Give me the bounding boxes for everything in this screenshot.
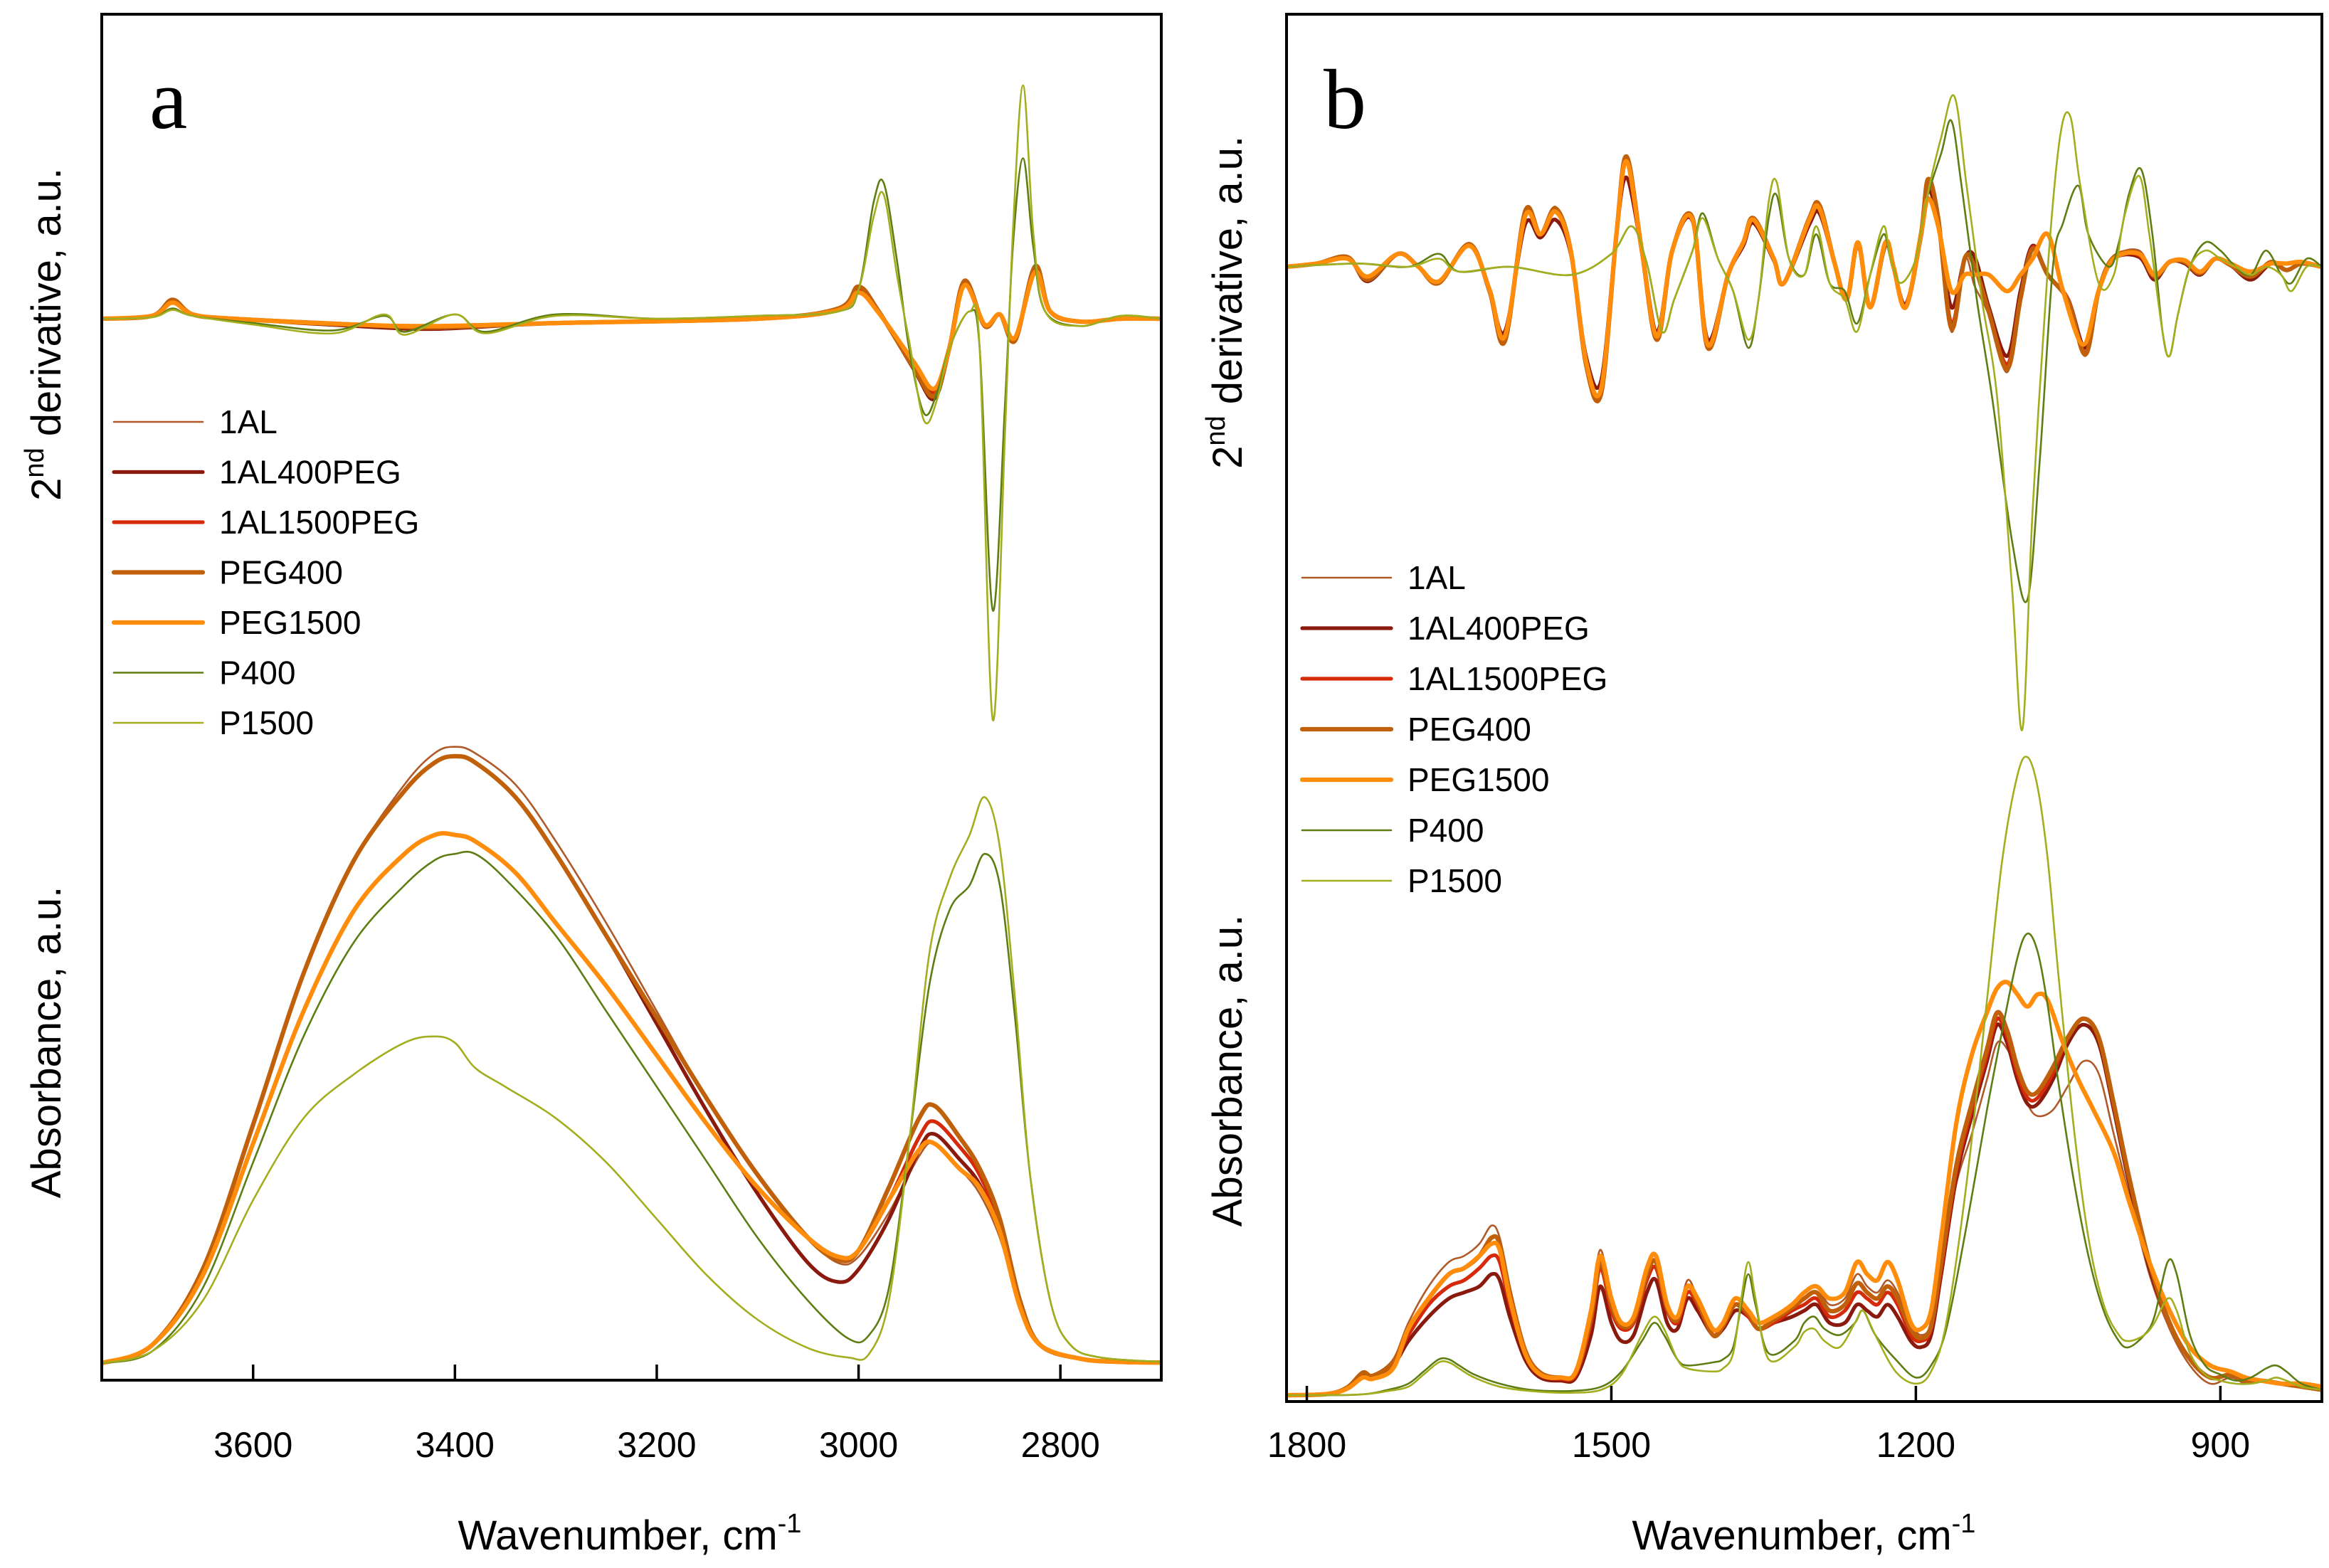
panel-a-xaxis: 3600 3400 3200 3000 2800: [213, 1365, 1100, 1465]
panel-a-legend-label-3: PEG400: [219, 554, 343, 591]
panel-b-absorbance-p1500: [1287, 756, 2322, 1397]
panel-b-legend-label-0: 1AL: [1408, 559, 1466, 596]
panel-a-y-axis-label-derivative-pre: 2: [23, 478, 70, 501]
panel-a-derivative-peg1500: [102, 270, 1161, 391]
panel-b-xtick-label-3: 900: [2191, 1425, 2250, 1465]
panel-b-legend-label-1: 1AL400PEG: [1408, 610, 1590, 647]
panel-b-absorbance-peg1500: [1287, 980, 2322, 1398]
panel-a-xtick-label-0: 3600: [213, 1425, 292, 1465]
panel-a-series-group: [102, 84, 1161, 1366]
panel-a-absorbance-peg400: [102, 753, 1161, 1366]
panel-b-xtick-label-2: 1200: [1876, 1425, 1955, 1465]
panel-b-absorbance-p400: [1287, 932, 2322, 1397]
panel-b-xaxis: 1800 1500 1200 900: [1267, 1386, 2250, 1465]
panel-a-y-axis-label-derivative-sup: nd: [20, 447, 50, 477]
panel-b-x-axis-label: Wavenumber, cm-1: [1632, 1509, 1976, 1559]
panel-b-legend-label-5: P400: [1408, 812, 1484, 849]
panel-b-derivative-p400: [1287, 119, 2322, 603]
panel-b-xtick-label-0: 1800: [1267, 1425, 1346, 1465]
panel-b-y-axis-label-derivative-post: derivative, a.u.: [1205, 136, 1251, 415]
panel-b-absorbance-peg400: [1287, 1010, 2322, 1398]
panel-a-x-axis-label-sup: -1: [778, 1509, 802, 1539]
panel-a-legend-label-0: 1AL: [219, 403, 278, 440]
panel-b-derivative-peg1500: [1287, 159, 2322, 399]
panel-a-derivative-1al400peg: [102, 265, 1161, 401]
panel-b-legend-label-6: P1500: [1408, 862, 1502, 899]
panel-a-plot-frame: [100, 13, 1163, 1382]
panel-a-absorbance-p1500: [102, 796, 1161, 1365]
panel-b-derivative-p1500: [1287, 94, 2322, 731]
panel-a-derivative-peg400: [102, 263, 1161, 399]
panel-a-absorbance-peg1500: [102, 831, 1161, 1366]
panel-b: 1800 1500 1200 900 b Wavenumber, cm-1 2n…: [1201, 13, 2323, 1559]
panel-b-absorbance-1al1500peg: [1287, 1016, 2322, 1397]
panel-a-legend-label-5: P400: [219, 655, 295, 692]
panel-a-y-axis-label-derivative: 2nd derivative, a.u.: [20, 168, 70, 501]
panel-a-label: a: [149, 52, 187, 147]
panel-b-y-axis-label-derivative-pre: 2: [1205, 446, 1251, 469]
panel-a-derivative-p400: [102, 157, 1161, 612]
panel-a-derivative-1al1500peg: [102, 267, 1161, 394]
panel-b-label: b: [1324, 52, 1366, 147]
panel-b-legend-label-3: PEG400: [1408, 711, 1531, 748]
panel-a-y-axis-label-derivative-post: derivative, a.u.: [23, 168, 70, 447]
panel-a-absorbance-p400: [102, 850, 1161, 1365]
panel-a-xtick-label-4: 2800: [1021, 1425, 1100, 1465]
panel-b-y-axis-label-derivative: 2nd derivative, a.u.: [1201, 136, 1251, 469]
panel-a-absorbance-1al: [102, 746, 1161, 1365]
panel-a-legend-label-2: 1AL1500PEG: [219, 504, 419, 541]
panel-b-xtick-label-1: 1500: [1572, 1425, 1651, 1465]
panel-b-absorbance-1al: [1287, 1040, 2322, 1397]
panel-b-series-group: [1287, 94, 2322, 1398]
panel-a-derivative-p1500: [102, 84, 1161, 721]
panel-a-derivative-1al: [102, 269, 1161, 396]
panel-b-y-axis-label-absorbance: Absorbance, a.u.: [1205, 915, 1251, 1227]
panel-b-legend-label-2: 1AL1500PEG: [1408, 660, 1607, 697]
panel-a-absorbance-1al1500peg: [102, 754, 1161, 1365]
panel-a-xtick-label-3: 3000: [819, 1425, 898, 1465]
panel-b-legend: 1AL 1AL400PEG 1AL1500PEG PEG400 PEG1500 …: [1299, 559, 1607, 899]
panel-b-y-axis-label-derivative-sup: nd: [1201, 415, 1231, 445]
panel-b-x-axis-label-sup: -1: [1952, 1509, 1976, 1539]
panel-a-x-axis-label-text: Wavenumber, cm: [458, 1513, 778, 1559]
panel-a: 3600 3400 3200 3000 2800 a Wavenumber, c…: [20, 13, 1163, 1559]
panel-b-plot-frame: [1285, 13, 2323, 1403]
panel-a-xtick-label-2: 3200: [617, 1425, 696, 1465]
panel-a-y-axis-label-absorbance: Absorbance, a.u.: [23, 886, 70, 1199]
panel-b-legend-label-4: PEG1500: [1408, 761, 1549, 798]
panel-a-absorbance-1al400peg: [102, 754, 1161, 1365]
panel-a-legend: 1AL 1AL400PEG 1AL1500PEG PEG400 PEG1500 …: [111, 403, 419, 741]
panel-a-xtick-label-1: 3400: [416, 1425, 495, 1465]
panel-a-legend-label-6: P1500: [219, 704, 314, 741]
panel-a-legend-label-4: PEG1500: [219, 604, 361, 641]
panel-b-absorbance-1al400peg: [1287, 1022, 2322, 1397]
panel-b-x-axis-label-text: Wavenumber, cm: [1632, 1513, 1952, 1559]
panel-a-x-axis-label: Wavenumber, cm-1: [458, 1509, 802, 1559]
panel-a-legend-label-1: 1AL400PEG: [219, 454, 401, 491]
